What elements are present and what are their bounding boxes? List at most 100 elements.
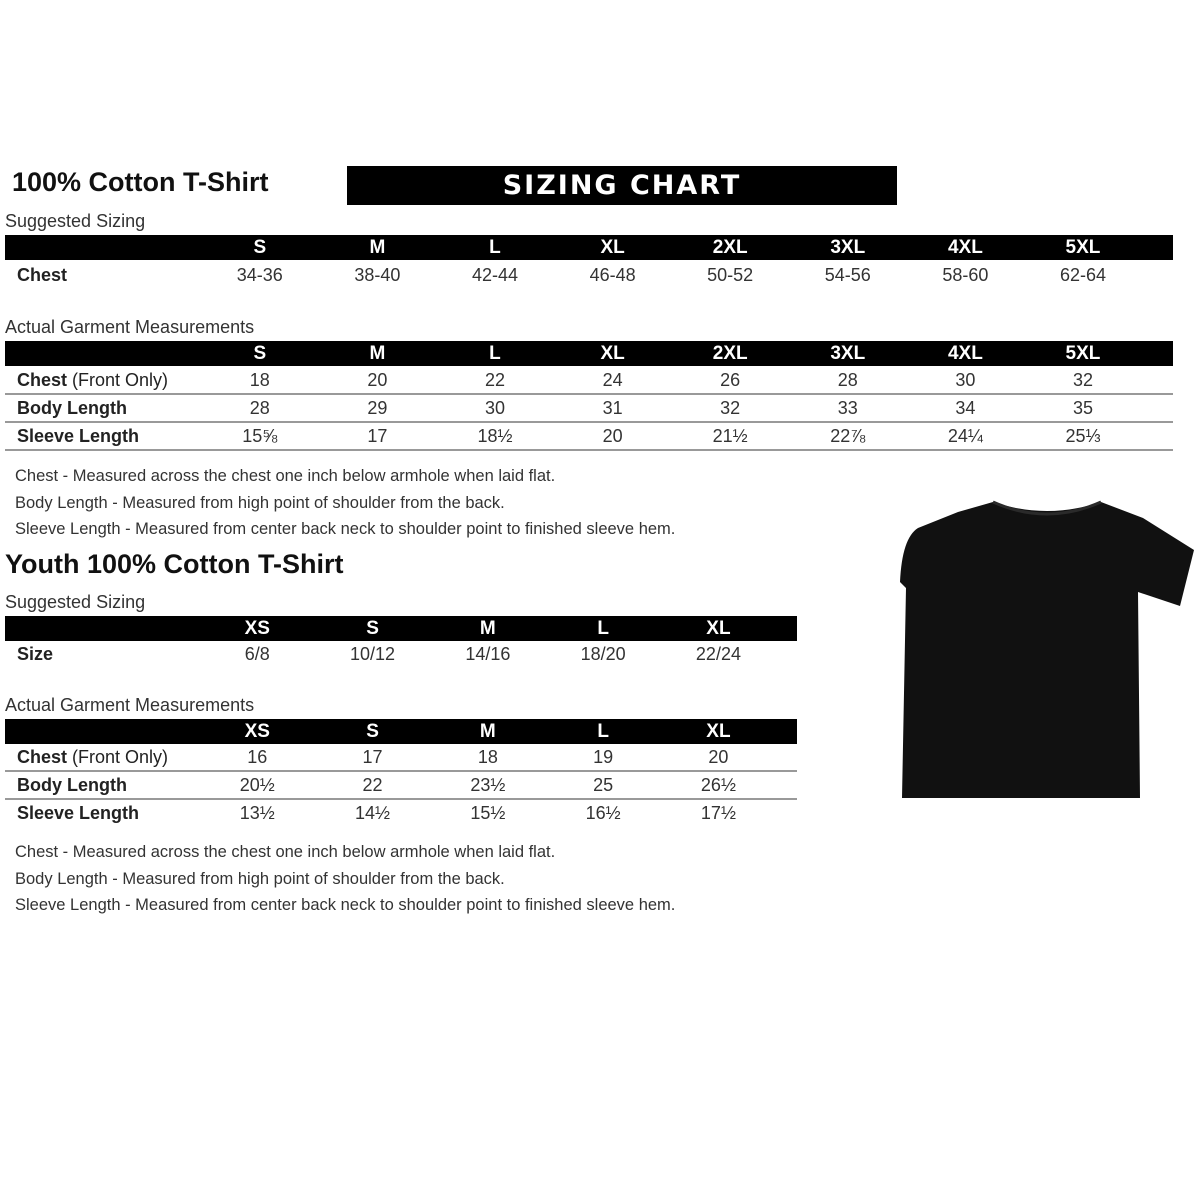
table-cell: 15⅝: [242, 426, 278, 446]
table-cell: 24: [602, 370, 623, 390]
size-header-xs: XS: [244, 721, 270, 742]
table-row: Body Length 20½ 22 23½ 25 26½: [5, 771, 797, 799]
row-label: Body Length: [17, 398, 127, 418]
row-divider: [5, 393, 1173, 395]
table-row: Size 6/8 10/12 14/16 18/20 22/24: [5, 640, 797, 668]
row-label: Body Length: [17, 775, 127, 795]
size-header-s: S: [366, 618, 379, 639]
table-cell: 23½: [470, 775, 506, 795]
row-label: Chest (Front Only): [17, 370, 169, 390]
size-header-l: L: [489, 343, 501, 364]
youth-suggested-label: Suggested Sizing: [5, 592, 146, 612]
size-header-4xl: 4XL: [947, 343, 983, 364]
table-cell: 25: [593, 775, 614, 795]
table-cell: 20: [367, 370, 388, 390]
adult-actual-label: Actual Garment Measurements: [5, 317, 255, 337]
size-header-m: M: [369, 237, 386, 258]
table-cell: 18: [477, 747, 498, 767]
size-header-s: S: [366, 721, 379, 742]
table-cell: 38-40: [354, 265, 401, 285]
table-cell: 22: [484, 370, 505, 390]
size-header-bar: XS S M L XL: [5, 616, 797, 641]
size-header-3xl: 3XL: [830, 343, 866, 364]
row-label: Size: [17, 644, 54, 664]
row-label-suffix: (Front Only): [67, 747, 169, 767]
table-cell: 32: [720, 398, 741, 418]
table-cell: 33: [837, 398, 858, 418]
row-divider: [5, 798, 797, 800]
size-header-5xl: 5XL: [1065, 237, 1101, 258]
row-label: Sleeve Length: [17, 803, 140, 823]
size-header-xl: XL: [600, 343, 625, 364]
table-row: Chest (Front Only) 16 17 18 19 20: [5, 743, 797, 771]
table-row: Sleeve Length 15⅝ 17 18½ 20 21½ 22⅞ 24¼ 25⅓: [5, 422, 1173, 450]
size-header-s: S: [253, 237, 267, 258]
size-header-m: M: [369, 343, 386, 364]
table-cell: 15½: [470, 803, 506, 823]
size-header-2xl: 2XL: [712, 343, 748, 364]
table-cell: 54-56: [824, 265, 871, 285]
table-row: Chest 34-36 38-40 42-44 46-48 50-52 54-56 58-60…: [5, 261, 1173, 289]
table-cell: 18/20: [580, 644, 626, 664]
size-header-2xl: 2XL: [712, 237, 748, 258]
table-cell: 19: [593, 747, 614, 767]
note-line: Body Length - Measured from high point o…: [15, 493, 505, 512]
note-line: Chest - Measured across the chest one in…: [15, 843, 556, 861]
size-header-bar: S M L XL 2XL 3XL 4XL 5XL: [5, 235, 1173, 260]
table-cell: 28: [249, 398, 270, 418]
table-cell: 26½: [700, 775, 736, 795]
youth-actual-label: Actual Garment Measurements: [5, 695, 255, 715]
table-cell: 30: [484, 398, 505, 418]
size-header-4xl: 4XL: [947, 237, 983, 258]
table-cell: 24¼: [947, 426, 983, 446]
size-header-xl: XL: [706, 721, 731, 742]
row-label: Sleeve Length: [17, 426, 140, 446]
table-cell: 22/24: [695, 644, 741, 664]
row-label: Chest: [17, 265, 68, 285]
size-header-m: M: [479, 618, 496, 639]
t-shirt-icon: [900, 500, 1194, 798]
size-header-xl: XL: [600, 237, 625, 258]
size-header-s: S: [253, 343, 267, 364]
table-cell: 16: [247, 747, 268, 767]
table-cell: 28: [837, 370, 858, 390]
size-header-xs: XS: [244, 618, 270, 639]
table-cell: 18: [249, 370, 270, 390]
table-row: Chest (Front Only) 18 20 22 24 26 28 30 32: [5, 366, 1173, 394]
table-cell: 14½: [355, 803, 391, 823]
table-cell: 22⅞: [830, 426, 866, 446]
table-cell: 31: [602, 398, 623, 418]
size-header-bar: S M L XL 2XL 3XL 4XL 5XL: [5, 341, 1173, 366]
table-cell: 26: [720, 370, 741, 390]
size-header-l: L: [597, 721, 609, 742]
table-cell: 46-48: [589, 265, 636, 285]
youth-title: Youth 100% Cotton T-Shirt: [5, 549, 344, 579]
table-cell: 17½: [700, 803, 736, 823]
table-cell: 16½: [585, 803, 621, 823]
table-cell: 17: [367, 426, 388, 446]
table-cell: 6/8: [244, 644, 270, 664]
table-cell: 13½: [239, 803, 275, 823]
table-cell: 42-44: [471, 265, 518, 285]
note-line: Chest - Measured across the chest one in…: [15, 467, 556, 485]
table-cell: 20: [602, 426, 623, 446]
table-cell: 18½: [477, 426, 513, 446]
size-header-l: L: [597, 618, 609, 639]
table-cell: 22: [362, 775, 383, 795]
table-cell: 30: [955, 370, 976, 390]
adult-suggested-label: Suggested Sizing: [5, 211, 146, 231]
size-header-m: M: [479, 721, 496, 742]
table-cell: 10/12: [350, 644, 396, 664]
table-cell: 21½: [712, 426, 748, 446]
table-row: Sleeve Length 13½ 14½ 15½ 16½ 17½: [5, 799, 797, 827]
size-header-5xl: 5XL: [1065, 343, 1101, 364]
table-cell: 29: [367, 398, 388, 418]
size-header-xl: XL: [706, 618, 731, 639]
table-cell: 35: [1072, 398, 1093, 418]
table-cell: 32: [1072, 370, 1093, 390]
size-header-3xl: 3XL: [830, 237, 866, 258]
t-shirt-shape: [900, 502, 1194, 798]
table-cell: 50-52: [707, 265, 754, 285]
row-divider: [5, 421, 1173, 423]
